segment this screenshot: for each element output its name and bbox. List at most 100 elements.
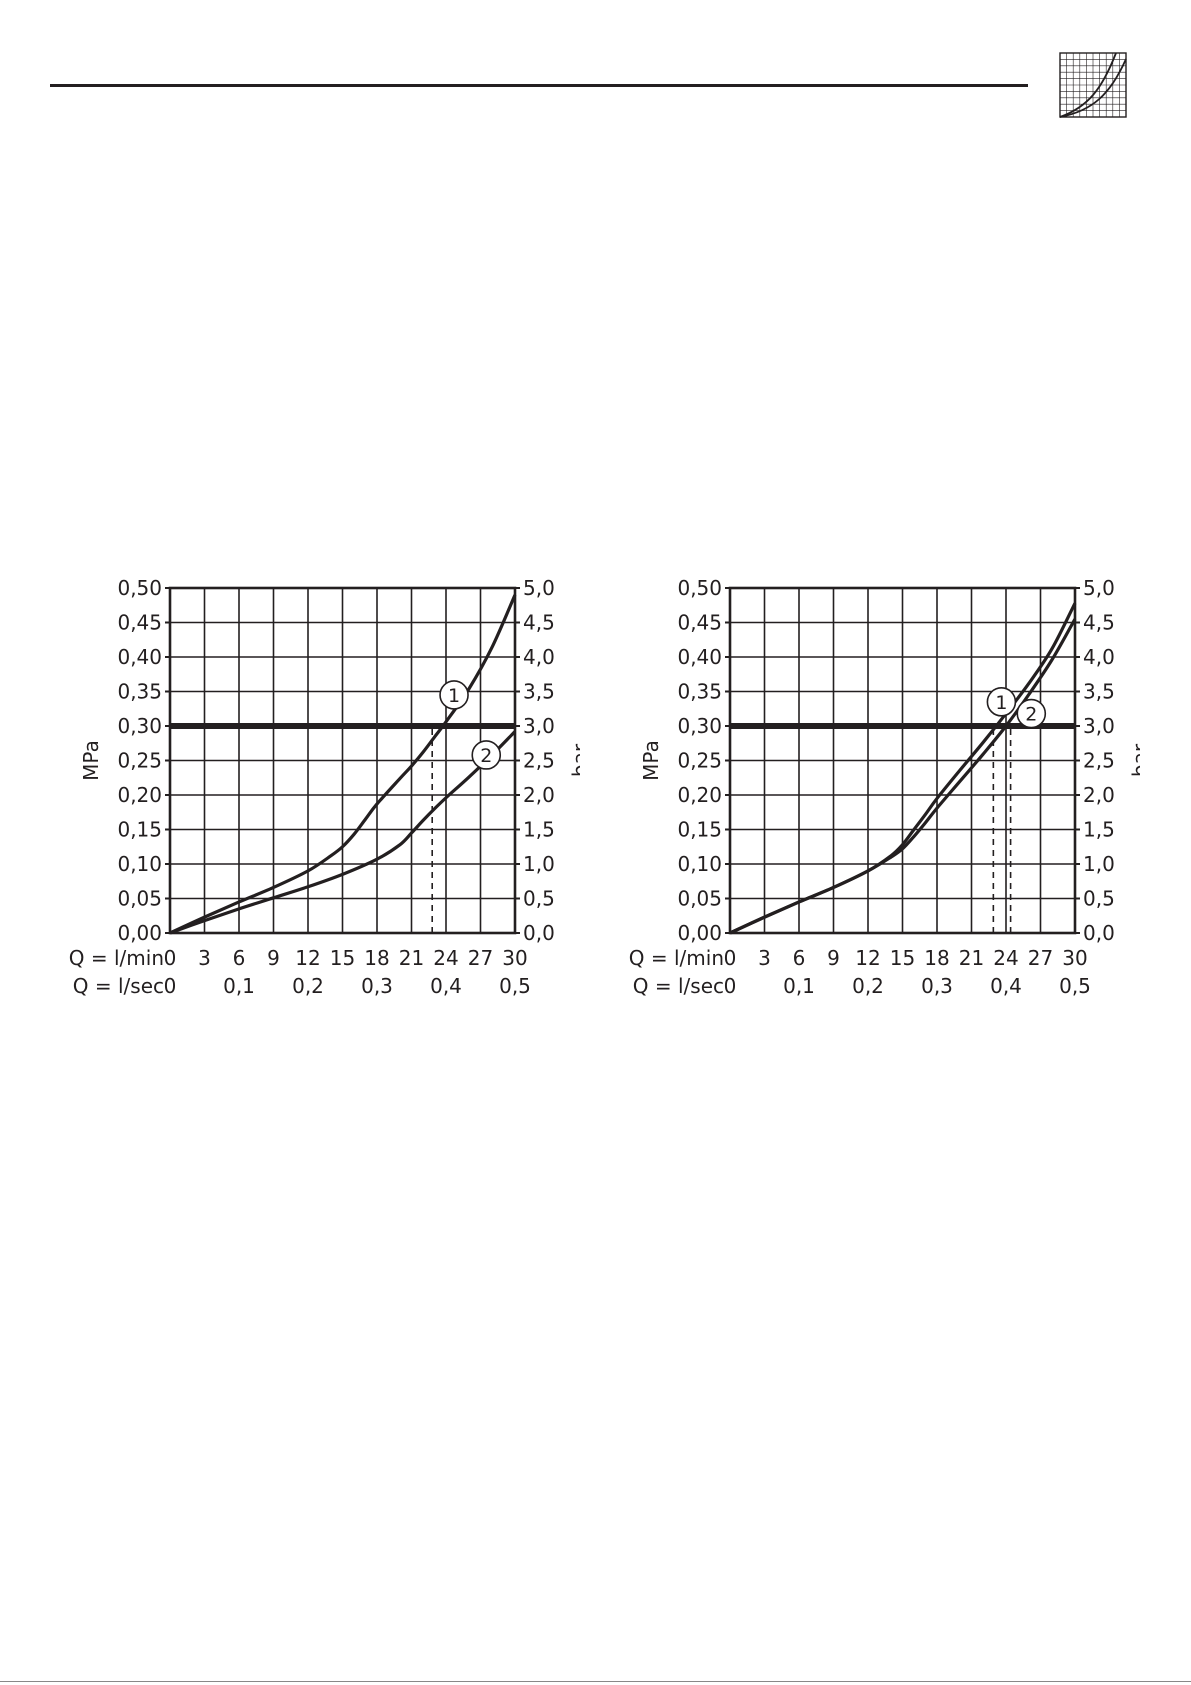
series-marker-1 bbox=[986, 687, 1017, 717]
y-tick-label-left: 0,35 bbox=[677, 680, 722, 704]
y-tick-label-left: 0,30 bbox=[117, 714, 162, 738]
y-tick-label-right: 1,0 bbox=[523, 852, 555, 876]
y-tick-label-right: 0,0 bbox=[523, 921, 555, 945]
series-label-2: 2 bbox=[480, 745, 492, 767]
y-tick-label-left: 0,05 bbox=[677, 887, 722, 911]
y-tick-label-left: 0,40 bbox=[117, 645, 162, 669]
series-marker-2 bbox=[471, 740, 502, 770]
x-tick-label-secondary: 0,3 bbox=[921, 974, 953, 998]
y-tick-label-left: 0,25 bbox=[117, 749, 162, 773]
x-tick-label-primary: 30 bbox=[1062, 946, 1087, 970]
x-tick-label-secondary: 0,2 bbox=[292, 974, 324, 998]
y-axis-label-right: bar bbox=[568, 743, 580, 777]
x-axis-label-primary: Q = l/min bbox=[69, 946, 164, 970]
x-tick-label-primary: 27 bbox=[1028, 946, 1053, 970]
y-axis-label-right: bar bbox=[1128, 743, 1140, 777]
x-tick-label-secondary: 0,4 bbox=[430, 974, 462, 998]
x-tick-label-primary: 3 bbox=[198, 946, 211, 970]
page-bottom-rule bbox=[0, 1681, 1191, 1682]
y-tick-label-right: 3,0 bbox=[523, 714, 555, 738]
y-tick-label-right: 0,0 bbox=[1083, 921, 1115, 945]
x-axis-label-secondary: Q = l/sec bbox=[633, 974, 724, 998]
x-tick-label-primary: 30 bbox=[502, 946, 527, 970]
x-tick-label-primary: 21 bbox=[399, 946, 424, 970]
y-tick-label-left: 0,50 bbox=[677, 576, 722, 600]
x-tick-label-secondary: 0,1 bbox=[223, 974, 255, 998]
y-tick-label-right: 3,5 bbox=[523, 680, 555, 704]
y-axis-label-left: MPa bbox=[639, 740, 663, 781]
y-tick-label-left: 0,15 bbox=[677, 818, 722, 842]
y-tick-label-left: 0,20 bbox=[677, 783, 722, 807]
x-axis-label-primary: Q = l/min bbox=[629, 946, 724, 970]
y-tick-label-left: 0,00 bbox=[677, 921, 722, 945]
y-tick-label-right: 1,5 bbox=[1083, 818, 1115, 842]
y-tick-label-left: 0,20 bbox=[117, 783, 162, 807]
y-tick-label-right: 5,0 bbox=[1083, 576, 1115, 600]
x-tick-label-primary: 18 bbox=[364, 946, 389, 970]
series-label-1: 1 bbox=[448, 685, 460, 707]
x-tick-label-secondary: 0 bbox=[724, 974, 737, 998]
pressure-chart-left: 120,000,050,100,150,200,250,300,350,400,… bbox=[69, 576, 580, 998]
y-tick-label-left: 0,25 bbox=[677, 749, 722, 773]
x-tick-label-primary: 24 bbox=[433, 946, 458, 970]
y-tick-label-right: 2,0 bbox=[523, 783, 555, 807]
y-tick-label-right: 1,0 bbox=[1083, 852, 1115, 876]
y-tick-label-right: 2,5 bbox=[523, 749, 555, 773]
series-label-2: 2 bbox=[1025, 704, 1037, 726]
y-tick-label-right: 4,0 bbox=[1083, 645, 1115, 669]
series-line-2 bbox=[169, 730, 517, 935]
y-tick-label-right: 1,5 bbox=[523, 818, 555, 842]
y-tick-label-right: 2,0 bbox=[1083, 783, 1115, 807]
x-tick-label-primary: 6 bbox=[793, 946, 806, 970]
x-tick-label-secondary: 0,2 bbox=[852, 974, 884, 998]
y-tick-label-left: 0,10 bbox=[117, 852, 162, 876]
x-tick-label-primary: 15 bbox=[890, 946, 915, 970]
x-tick-label-primary: 15 bbox=[330, 946, 355, 970]
x-tick-label-secondary: 0,5 bbox=[499, 974, 531, 998]
series-label-1: 1 bbox=[995, 692, 1007, 714]
x-tick-label-secondary: 0,5 bbox=[1059, 974, 1091, 998]
series-marker-2 bbox=[1016, 698, 1047, 729]
x-tick-label-primary: 9 bbox=[827, 946, 840, 970]
series-marker-1 bbox=[439, 680, 469, 710]
grid bbox=[729, 587, 1076, 934]
y-axis-label-left: MPa bbox=[79, 740, 103, 781]
y-tick-label-left: 0,40 bbox=[677, 645, 722, 669]
x-tick-label-primary: 12 bbox=[855, 946, 880, 970]
y-tick-label-right: 2,5 bbox=[1083, 749, 1115, 773]
y-tick-label-right: 3,5 bbox=[1083, 680, 1115, 704]
y-tick-label-right: 4,0 bbox=[523, 645, 555, 669]
x-tick-label-primary: 12 bbox=[295, 946, 320, 970]
header-rule bbox=[50, 84, 1028, 87]
x-tick-label-primary: 9 bbox=[267, 946, 280, 970]
y-tick-label-left: 0,00 bbox=[117, 921, 162, 945]
x-tick-label-primary: 6 bbox=[233, 946, 246, 970]
y-tick-label-left: 0,05 bbox=[117, 887, 162, 911]
x-tick-label-secondary: 0,4 bbox=[990, 974, 1022, 998]
pressure-loss-graph-icon bbox=[1059, 52, 1127, 118]
series-line-1 bbox=[169, 594, 517, 935]
y-tick-label-right: 4,5 bbox=[1083, 611, 1115, 635]
x-tick-label-primary: 27 bbox=[468, 946, 493, 970]
y-tick-label-left: 0,50 bbox=[117, 576, 162, 600]
x-tick-label-secondary: 0 bbox=[164, 974, 177, 998]
grid bbox=[169, 587, 516, 934]
x-tick-label-primary: 21 bbox=[959, 946, 984, 970]
x-tick-label-secondary: 0,1 bbox=[783, 974, 815, 998]
x-tick-label-primary: 3 bbox=[758, 946, 771, 970]
x-axis-label-secondary: Q = l/sec bbox=[73, 974, 164, 998]
y-tick-label-right: 0,5 bbox=[1083, 887, 1115, 911]
y-tick-label-right: 4,5 bbox=[523, 611, 555, 635]
y-tick-label-left: 0,35 bbox=[117, 680, 162, 704]
y-tick-label-right: 0,5 bbox=[523, 887, 555, 911]
x-tick-label-secondary: 0,3 bbox=[361, 974, 393, 998]
y-tick-label-right: 3,0 bbox=[1083, 714, 1115, 738]
y-tick-label-right: 5,0 bbox=[523, 576, 555, 600]
y-tick-label-left: 0,10 bbox=[677, 852, 722, 876]
y-tick-label-left: 0,45 bbox=[677, 611, 722, 635]
y-tick-label-left: 0,30 bbox=[677, 714, 722, 738]
pressure-chart-right: 120,000,050,100,150,200,250,300,350,400,… bbox=[629, 576, 1140, 998]
x-tick-label-primary: 24 bbox=[993, 946, 1018, 970]
x-tick-label-primary: 18 bbox=[924, 946, 949, 970]
y-tick-label-left: 0,45 bbox=[117, 611, 162, 635]
